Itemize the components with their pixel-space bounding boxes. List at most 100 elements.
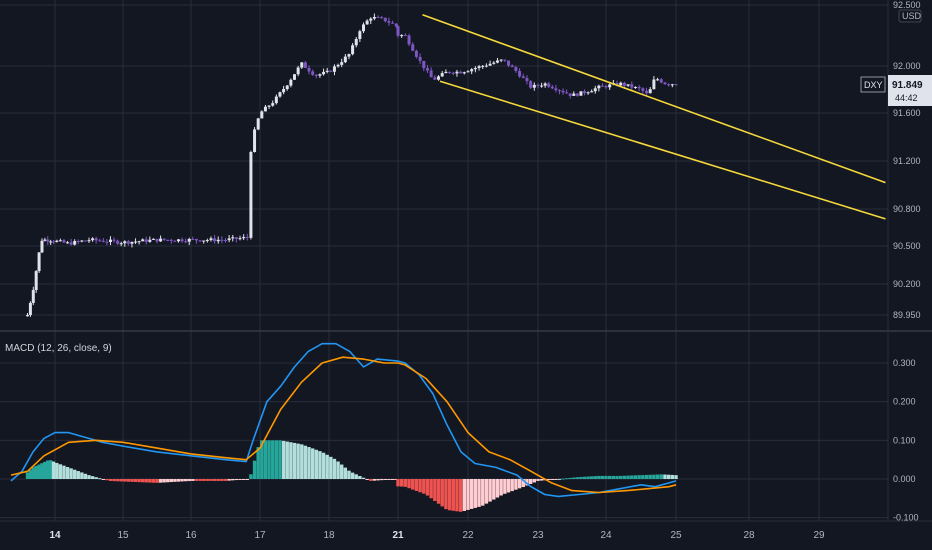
histogram-bar <box>611 475 616 479</box>
histogram-bar <box>488 479 492 502</box>
candle-body <box>376 16 380 18</box>
candle-body <box>73 241 77 245</box>
histogram-bar <box>641 475 645 479</box>
histogram-bar <box>499 479 503 496</box>
histogram-bar <box>521 479 525 488</box>
histogram-bar <box>630 475 634 479</box>
candle-body <box>112 239 116 241</box>
price-tick-label: 90.800 <box>893 204 921 214</box>
candle-body <box>466 71 470 73</box>
histogram-bar <box>69 468 73 479</box>
histogram-bar <box>28 469 33 479</box>
trendline-upper[interactable] <box>422 14 886 184</box>
histogram-bar <box>144 479 148 483</box>
histogram-bar <box>90 476 95 479</box>
histogram-bar <box>447 479 452 511</box>
histogram-bar <box>238 479 242 480</box>
histogram-bar <box>321 452 326 479</box>
histogram-bar <box>234 479 239 481</box>
price-axis[interactable]: 92.500 92.000 91.600 91.200 90.800 90.500 90.2… <box>893 0 921 523</box>
time-tick-label: 24 <box>600 530 612 541</box>
histogram-bar <box>659 474 663 479</box>
histogram-bar <box>62 465 66 479</box>
histogram-bar <box>105 479 109 481</box>
histogram-bar <box>151 479 156 483</box>
candle-body <box>387 21 391 23</box>
time-axis[interactable]: 14 15 16 17 18 21 22 23 24 25 28 29 <box>49 530 825 541</box>
histogram-bar <box>379 479 384 481</box>
time-tick-label: 14 <box>49 530 61 541</box>
candle-body <box>91 238 95 241</box>
histogram-bar <box>354 474 358 479</box>
histogram-bar <box>343 467 348 479</box>
candle-body <box>108 239 112 242</box>
histogram-bar <box>365 479 369 480</box>
price-tick-label: 90.500 <box>893 241 921 251</box>
candle-body <box>155 238 159 242</box>
histogram-bar <box>241 479 246 480</box>
histogram-bar <box>274 440 279 479</box>
candle-body <box>391 22 395 24</box>
candle-body <box>267 105 271 107</box>
candle-body <box>52 241 56 243</box>
candle-body <box>674 84 678 86</box>
histogram-bar <box>329 456 333 479</box>
histogram-bar <box>285 441 289 479</box>
histogram-bar <box>183 479 188 482</box>
candle-body <box>488 63 492 66</box>
histogram-bar <box>473 479 478 508</box>
histogram-bar <box>550 479 555 480</box>
candle-body <box>260 111 264 119</box>
candle-body <box>119 243 123 245</box>
candle-body <box>263 106 267 112</box>
channel-trendlines[interactable] <box>422 14 886 220</box>
histogram-bar <box>318 451 322 479</box>
macd-histogram <box>25 440 678 512</box>
histogram-bar <box>133 479 138 482</box>
histogram-bar <box>34 465 38 479</box>
histogram-bar <box>670 474 675 479</box>
histogram-bar <box>37 464 41 479</box>
time-tick-label: 17 <box>254 530 266 541</box>
histogram-bar <box>162 479 166 483</box>
histogram-bar <box>130 479 134 482</box>
candle-body <box>169 239 173 241</box>
trendline-lower[interactable] <box>439 80 886 220</box>
candle-body <box>484 65 488 67</box>
histogram-bar <box>514 479 518 490</box>
histogram-bar <box>198 479 202 481</box>
candle-body <box>94 238 98 241</box>
candle-body <box>336 64 340 67</box>
histogram-bar <box>622 475 627 479</box>
macd-indicator-label[interactable]: MACD (12, 26, close, 9) <box>5 343 112 354</box>
histogram-bar <box>115 479 120 482</box>
candle-body <box>481 65 485 67</box>
histogram-bar <box>411 479 415 490</box>
candle-body <box>184 241 188 243</box>
currency-label-box <box>898 9 922 23</box>
histogram-bar <box>547 479 551 480</box>
histogram-bar <box>372 479 377 481</box>
candle-body <box>561 90 565 93</box>
histogram-bar <box>633 475 638 479</box>
candle-body <box>380 17 384 19</box>
candle-body <box>347 54 351 57</box>
candle-body <box>575 93 579 96</box>
histogram-bar <box>202 479 206 481</box>
histogram-bar <box>425 479 430 496</box>
candle-body <box>162 238 166 240</box>
histogram-bar <box>455 479 459 512</box>
histogram-bar <box>223 479 228 481</box>
histogram-bar <box>484 479 489 504</box>
histogram-bar <box>429 479 433 499</box>
candle-body <box>180 239 184 242</box>
histogram-bar <box>256 447 260 479</box>
price-tick-label: 91.200 <box>893 156 921 166</box>
histogram-bar <box>652 474 656 479</box>
macd-lines <box>10 342 677 498</box>
candle-body <box>130 241 134 244</box>
candle-body <box>318 74 322 76</box>
histogram-bar <box>101 479 106 480</box>
